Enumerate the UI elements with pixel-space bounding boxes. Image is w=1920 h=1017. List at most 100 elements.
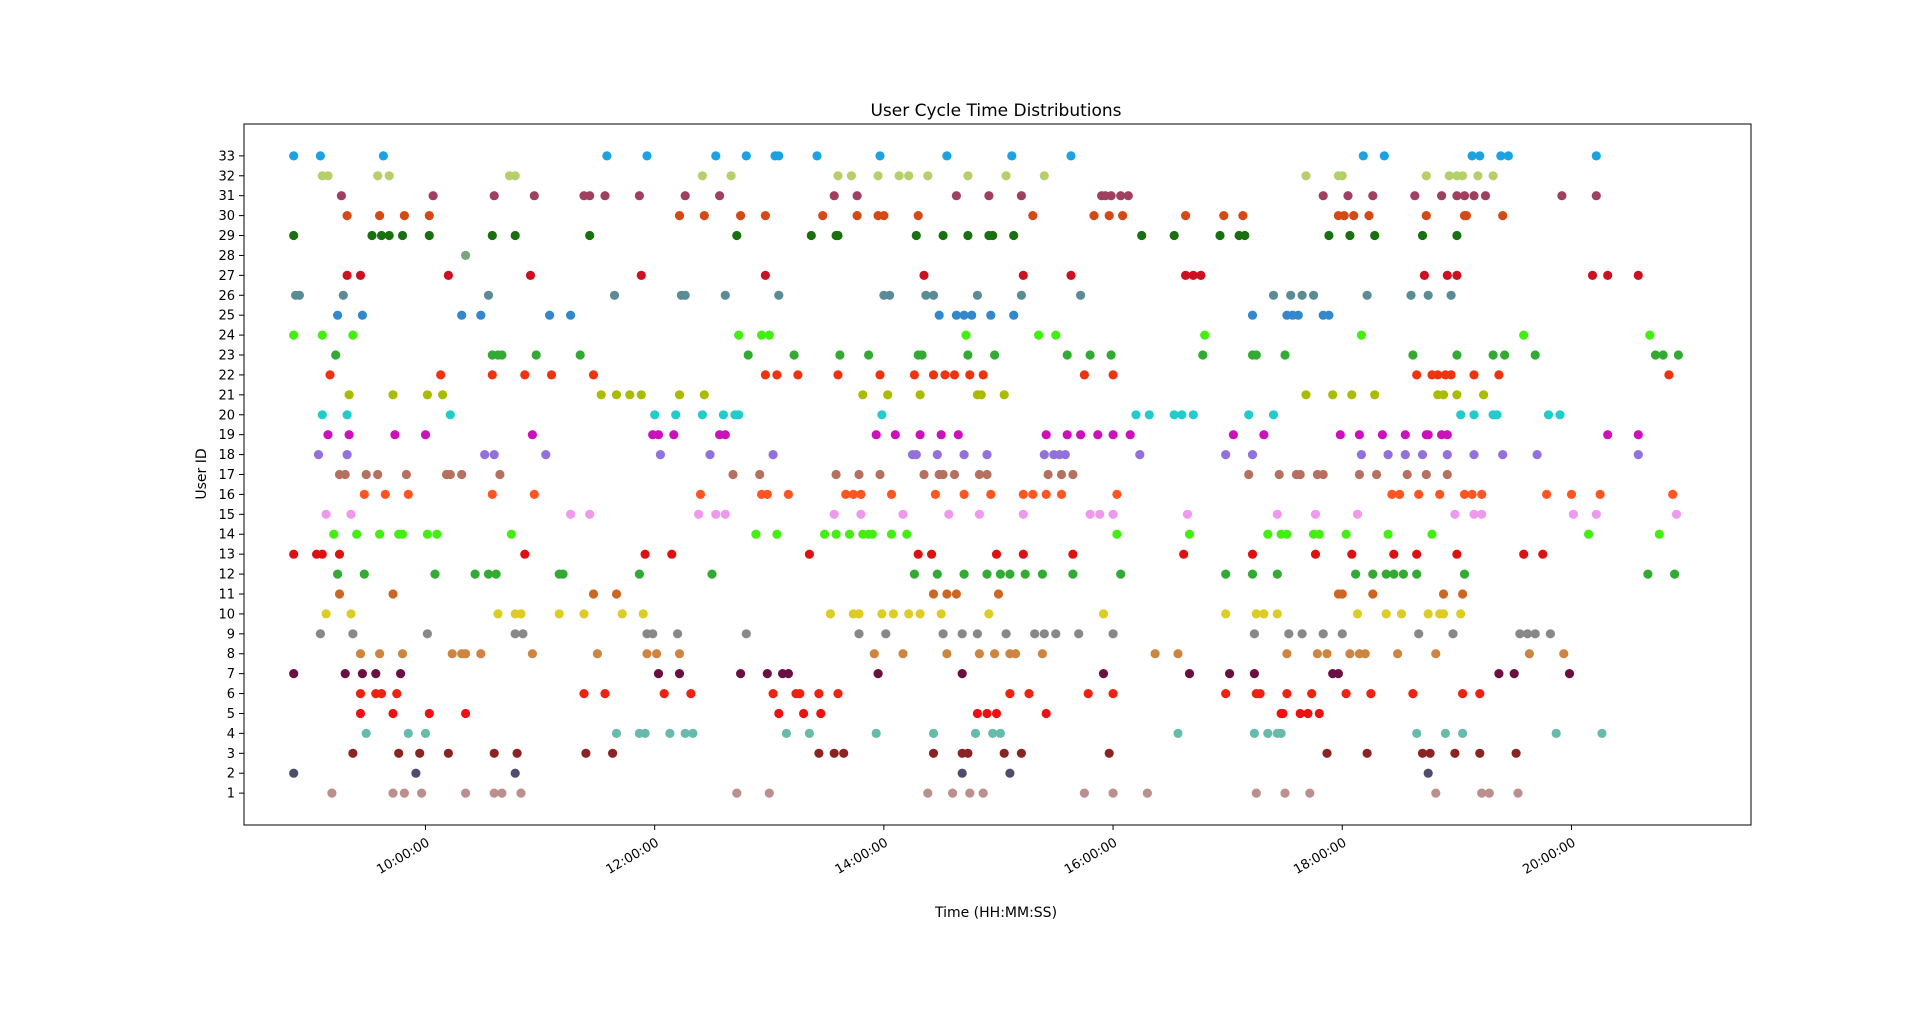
data-point-user-31 (852, 191, 862, 201)
data-point-user-26 (1423, 290, 1433, 300)
data-point-user-3 (608, 748, 618, 758)
data-point-user-31 (1480, 191, 1491, 201)
data-point-user-23 (497, 350, 507, 360)
data-point-user-17 (831, 469, 841, 480)
data-point-user-26 (1362, 290, 1372, 300)
data-point-user-19 (1076, 430, 1086, 440)
data-point-user-17 (755, 469, 765, 480)
data-point-user-17 (361, 469, 371, 480)
y-tick-label: 27 (218, 269, 235, 284)
data-point-user-14 (1654, 529, 1664, 539)
data-point-user-22 (965, 370, 975, 380)
data-point-user-20 (1169, 410, 1179, 420)
data-point-user-13 (913, 549, 923, 559)
data-point-user-4 (611, 728, 622, 739)
data-point-user-10 (984, 609, 994, 619)
data-point-user-33 (875, 151, 885, 161)
data-point-user-23 (1452, 350, 1462, 360)
data-point-user-11 (951, 589, 962, 599)
data-point-user-23 (789, 350, 799, 360)
data-point-user-24 (764, 330, 774, 340)
data-point-user-17 (445, 469, 455, 480)
data-point-user-8 (1360, 649, 1370, 659)
data-point-user-21 (858, 390, 868, 400)
data-point-user-19 (653, 430, 664, 440)
data-point-user-7 (674, 669, 685, 679)
data-point-user-13 (1347, 549, 1357, 559)
data-point-user-12 (909, 569, 920, 579)
data-point-user-31 (1410, 191, 1420, 201)
data-point-user-29 (510, 230, 520, 241)
data-point-user-19 (720, 430, 730, 440)
data-point-user-7 (1225, 669, 1235, 679)
data-point-user-12 (1643, 569, 1653, 579)
data-point-user-16 (1566, 489, 1577, 499)
data-point-user-13 (991, 549, 1002, 559)
data-point-user-31 (829, 191, 839, 201)
data-point-user-18 (1356, 450, 1366, 460)
data-point-user-2 (411, 768, 421, 778)
data-point-user-26 (1406, 290, 1416, 300)
data-point-user-9 (673, 629, 683, 639)
data-point-user-32 (1488, 171, 1498, 181)
data-point-user-1 (1108, 788, 1118, 798)
data-point-user-33 (378, 151, 388, 161)
data-point-user-16 (1056, 489, 1067, 499)
data-point-user-32 (510, 171, 520, 181)
data-point-user-3 (1511, 748, 1521, 758)
data-point-user-29 (988, 230, 998, 241)
data-point-user-32 (1421, 171, 1431, 181)
y-axis: 1234567891011121314151617181920212223242… (218, 149, 244, 802)
data-point-user-19 (915, 430, 925, 440)
data-point-user-17 (340, 469, 350, 480)
data-point-user-6 (1083, 689, 1093, 699)
data-point-user-5 (972, 708, 983, 719)
data-point-user-23 (1280, 350, 1290, 360)
data-point-user-1 (923, 788, 933, 798)
data-point-user-9 (1074, 629, 1084, 639)
data-point-user-17 (495, 469, 505, 480)
data-point-user-26 (1016, 290, 1026, 300)
data-point-user-8 (1393, 649, 1403, 659)
data-point-user-20 (1492, 410, 1502, 420)
data-point-user-8 (974, 649, 985, 659)
data-point-user-9 (741, 629, 751, 639)
data-point-user-4 (361, 728, 371, 739)
data-point-user-1 (516, 788, 526, 798)
data-point-user-10 (877, 609, 887, 619)
data-point-user-20 (1244, 410, 1254, 420)
data-point-user-33 (1591, 151, 1601, 161)
y-tick-label: 14 (218, 528, 235, 543)
data-point-user-14 (1282, 529, 1292, 539)
data-point-user-18 (1039, 450, 1049, 460)
data-point-user-30 (1339, 211, 1349, 221)
data-point-user-15 (711, 509, 721, 519)
y-tick-label: 30 (218, 209, 235, 224)
data-point-user-9 (1284, 629, 1294, 639)
data-point-user-25 (986, 310, 996, 320)
data-point-user-16 (856, 489, 866, 499)
data-point-user-27 (1188, 270, 1198, 280)
data-point-user-15 (1591, 509, 1601, 519)
data-point-user-8 (1559, 649, 1569, 659)
data-point-user-17 (1421, 469, 1431, 480)
data-point-user-1 (417, 788, 427, 798)
data-point-user-7 (783, 669, 794, 679)
data-point-user-14 (422, 529, 432, 539)
data-point-user-26 (1297, 290, 1307, 300)
data-point-user-13 (927, 549, 937, 559)
data-point-user-14 (867, 529, 878, 539)
data-point-user-13 (1179, 549, 1189, 559)
data-point-user-23 (990, 350, 1000, 360)
data-point-user-31 (600, 191, 610, 201)
data-point-user-14 (886, 529, 897, 539)
data-point-user-3 (1362, 748, 1372, 758)
data-point-user-12 (1221, 569, 1231, 579)
data-point-user-19 (1633, 430, 1643, 440)
data-point-user-16 (841, 489, 851, 499)
data-point-user-8 (990, 649, 1000, 659)
data-point-user-3 (1450, 748, 1460, 758)
data-point-user-24 (961, 330, 971, 340)
data-point-user-10 (321, 609, 331, 619)
data-point-user-19 (1603, 430, 1613, 440)
